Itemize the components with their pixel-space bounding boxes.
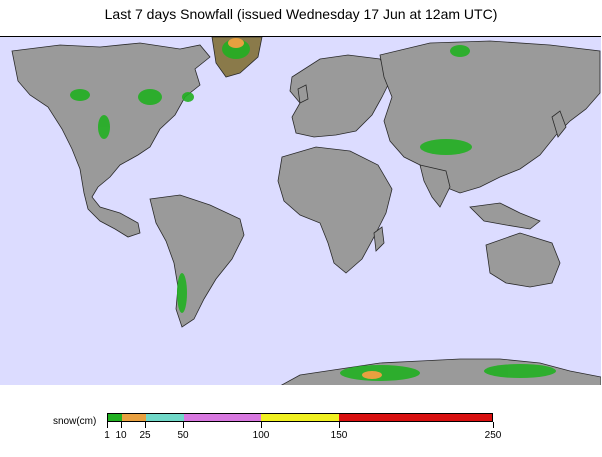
south-america bbox=[149, 194, 245, 328]
australia bbox=[485, 232, 561, 288]
snow-alaska bbox=[70, 89, 90, 101]
legend-tick-mark bbox=[261, 422, 262, 428]
snow-andes bbox=[177, 273, 187, 313]
southeast-asia bbox=[469, 202, 541, 230]
snow-rockies bbox=[98, 115, 110, 139]
madagascar bbox=[373, 226, 385, 252]
legend-tick-mark bbox=[145, 422, 146, 428]
map-title: Last 7 days Snowfall (issued Wednesday 1… bbox=[104, 6, 498, 22]
legend-tick-label: 25 bbox=[139, 430, 151, 441]
legend-colorbar bbox=[107, 413, 493, 422]
legend-tick-mark bbox=[107, 422, 108, 428]
snow-tibet bbox=[420, 139, 472, 155]
legend-tick-mark bbox=[339, 422, 340, 428]
india bbox=[419, 164, 451, 208]
japan bbox=[551, 110, 567, 138]
snow-antarctica-heavy bbox=[362, 371, 382, 379]
legend-ticks: 1 10 25 50 100 150 250 bbox=[0, 420, 602, 444]
legend-segment bbox=[145, 414, 184, 421]
legend-segment bbox=[108, 414, 122, 421]
legend-tick-mark bbox=[121, 422, 122, 428]
north-america bbox=[11, 42, 211, 238]
legend-tick-label: 50 bbox=[177, 430, 189, 441]
legend-tick-mark bbox=[493, 422, 494, 428]
snow-siberia-n bbox=[450, 45, 470, 57]
legend-tick-label: 1 bbox=[104, 430, 110, 441]
snow-labrador bbox=[182, 92, 194, 102]
legend-label: snow(cm) bbox=[53, 416, 97, 427]
asia bbox=[379, 40, 601, 194]
legend-segment bbox=[261, 414, 339, 421]
legend-tick-label: 250 bbox=[484, 430, 502, 441]
snow-heavy bbox=[228, 38, 382, 379]
europe bbox=[289, 54, 393, 138]
snow-greenland-heavy bbox=[228, 38, 244, 48]
legend-tick-label: 10 bbox=[115, 430, 127, 441]
snow-antarctica-e bbox=[484, 364, 556, 378]
legend-tick-label: 150 bbox=[330, 430, 348, 441]
snow-hudson bbox=[138, 89, 162, 105]
land-masses bbox=[11, 37, 601, 386]
legend-segment bbox=[183, 414, 262, 421]
africa bbox=[277, 146, 393, 274]
world-map bbox=[0, 36, 601, 387]
legend-tick-label: 100 bbox=[252, 430, 270, 441]
legend-segment bbox=[121, 414, 146, 421]
legend-tick-mark bbox=[183, 422, 184, 428]
world-map-svg bbox=[11, 37, 601, 386]
legend-segment bbox=[338, 414, 492, 421]
britain bbox=[297, 84, 309, 104]
